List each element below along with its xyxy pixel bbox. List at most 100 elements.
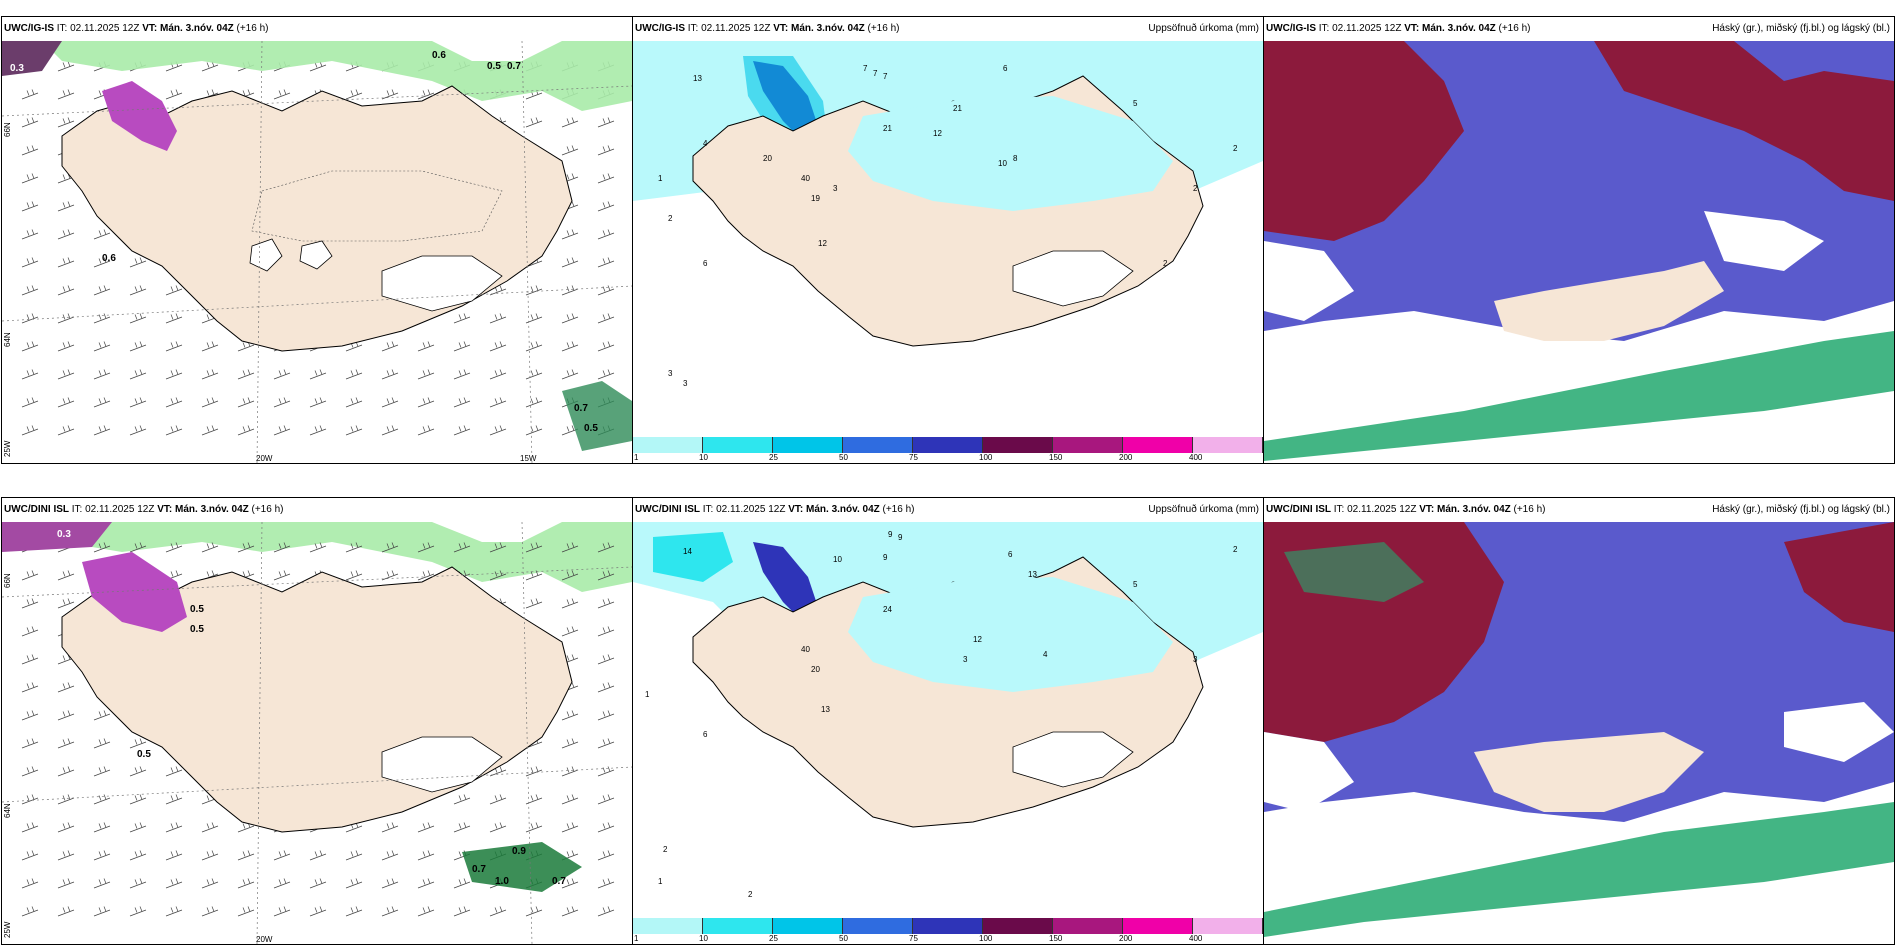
map-precip-dini: 14 9 9 9 10 6 13 24 40 20 13 6 12 5 4 3 … bbox=[633, 522, 1263, 918]
value-label: 0.7 bbox=[574, 403, 588, 414]
colorbar-tick-label: 10 bbox=[699, 934, 708, 943]
wind-barb bbox=[273, 570, 291, 581]
colorbar-segment bbox=[1053, 437, 1123, 453]
wind-barb bbox=[381, 542, 399, 553]
high-cloud-area-east bbox=[1784, 522, 1894, 632]
wind-barb bbox=[417, 397, 435, 408]
low-cloud-band bbox=[1264, 802, 1894, 937]
panel-header: UWC/IG-IS IT: 02.11.2025 12Z VT: Mán. 3.… bbox=[2, 17, 632, 41]
wind-barb bbox=[453, 341, 471, 352]
wind-barb bbox=[453, 369, 471, 380]
wind-barb bbox=[57, 425, 75, 436]
wind-barb bbox=[129, 906, 147, 917]
wind-barb bbox=[309, 542, 327, 553]
wind-barb bbox=[597, 341, 615, 352]
wind-barb bbox=[597, 257, 615, 268]
wind-barb bbox=[453, 313, 471, 324]
map-precip-igis: 13 7 7 7 6 8 10 12 21 21 40 19 20 3 12 6… bbox=[633, 41, 1263, 437]
wind-barb bbox=[597, 542, 615, 553]
wind-barb bbox=[525, 285, 543, 296]
value-label: 8 bbox=[1013, 154, 1018, 163]
value-label: 0.7 bbox=[472, 864, 486, 875]
wind-barb bbox=[489, 794, 507, 805]
value-label: 40 bbox=[801, 174, 810, 183]
lead-time: (+16 h) bbox=[251, 504, 284, 515]
value-label: 6 bbox=[1003, 64, 1008, 73]
colorbar-segment bbox=[1193, 437, 1263, 453]
wind-barb bbox=[21, 738, 39, 749]
wind-barb bbox=[273, 397, 291, 408]
colorbar-segment bbox=[983, 437, 1053, 453]
colorbar-segment bbox=[633, 437, 703, 453]
wind-barb bbox=[597, 145, 615, 156]
wind-barb bbox=[129, 285, 147, 296]
wind-barb bbox=[417, 878, 435, 889]
wind-barb bbox=[165, 397, 183, 408]
colorbar-segment bbox=[913, 437, 983, 453]
colorbar-tick-label: 200 bbox=[1119, 453, 1133, 462]
value-label: 0.5 bbox=[487, 61, 501, 72]
snow-northwest bbox=[82, 552, 187, 632]
value-label: 6 bbox=[703, 259, 708, 268]
wind-barb bbox=[561, 738, 579, 749]
wind-barb bbox=[21, 598, 39, 609]
wind-barb-field bbox=[21, 542, 615, 917]
wind-barb bbox=[57, 710, 75, 721]
wind-barb bbox=[165, 341, 183, 352]
wind-barb bbox=[57, 117, 75, 128]
wind-barb bbox=[201, 542, 219, 553]
wind-barb bbox=[489, 542, 507, 553]
wind-barb bbox=[309, 369, 327, 380]
glacier-vatnajokull bbox=[381, 255, 503, 312]
wind-barb bbox=[561, 145, 579, 156]
value-label: 2 bbox=[668, 214, 673, 223]
wind-barb bbox=[165, 89, 183, 100]
wind-barb bbox=[57, 906, 75, 917]
wind-barb bbox=[93, 738, 111, 749]
panel-dini-wind: UWC/DINI ISL IT: 02.11.2025 12Z VT: Mán.… bbox=[1, 497, 633, 945]
wind-barb bbox=[57, 598, 75, 609]
white-gaps bbox=[1264, 211, 1824, 321]
precip-colorbar: 1 10 25 50 75 100 150 200 400 bbox=[633, 437, 1263, 463]
wind-barb bbox=[597, 654, 615, 665]
value-label: 0.5 bbox=[190, 624, 204, 635]
wind-barb bbox=[93, 822, 111, 833]
valid-time: VT: Mán. 3.nóv. 04Z bbox=[773, 23, 865, 34]
value-label: 0.6 bbox=[102, 253, 116, 264]
wind-barb bbox=[129, 369, 147, 380]
value-label: 0.6 bbox=[432, 50, 446, 61]
wind-barb bbox=[273, 906, 291, 917]
wind-barb bbox=[417, 906, 435, 917]
wind-barb bbox=[21, 145, 39, 156]
wind-barb bbox=[309, 850, 327, 861]
iceland-land bbox=[1474, 732, 1704, 812]
wind-barb bbox=[345, 425, 363, 436]
wind-barb bbox=[129, 850, 147, 861]
value-label: 13 bbox=[821, 705, 830, 714]
init-time: 02.11.2025 12Z bbox=[1332, 23, 1402, 34]
wind-barb bbox=[561, 598, 579, 609]
wind-barb bbox=[417, 850, 435, 861]
wind-barb bbox=[309, 906, 327, 917]
value-label: 2 bbox=[748, 890, 753, 899]
high-cloud-area bbox=[1264, 41, 1464, 241]
wind-barb bbox=[561, 313, 579, 324]
value-label: 21 bbox=[883, 124, 892, 133]
init-time: 02.11.2025 12Z bbox=[1347, 504, 1417, 515]
wind-barb bbox=[21, 425, 39, 436]
wind-barb bbox=[93, 229, 111, 240]
wind-barb bbox=[597, 822, 615, 833]
colorbar-tick-label: 10 bbox=[699, 453, 708, 462]
wind-barb bbox=[597, 369, 615, 380]
wind-barb bbox=[453, 822, 471, 833]
wind-barb bbox=[561, 570, 579, 581]
panel-title: Háský (gr.), miðský (fj.bl.) og lágský (… bbox=[1712, 23, 1890, 34]
wind-barb bbox=[21, 682, 39, 693]
wind-barb bbox=[489, 906, 507, 917]
wind-barb bbox=[201, 425, 219, 436]
wind-barb bbox=[597, 906, 615, 917]
wind-barb bbox=[489, 341, 507, 352]
colorbar-segment bbox=[1053, 918, 1123, 934]
colorbar-segment bbox=[983, 918, 1053, 934]
wind-barb bbox=[417, 570, 435, 581]
